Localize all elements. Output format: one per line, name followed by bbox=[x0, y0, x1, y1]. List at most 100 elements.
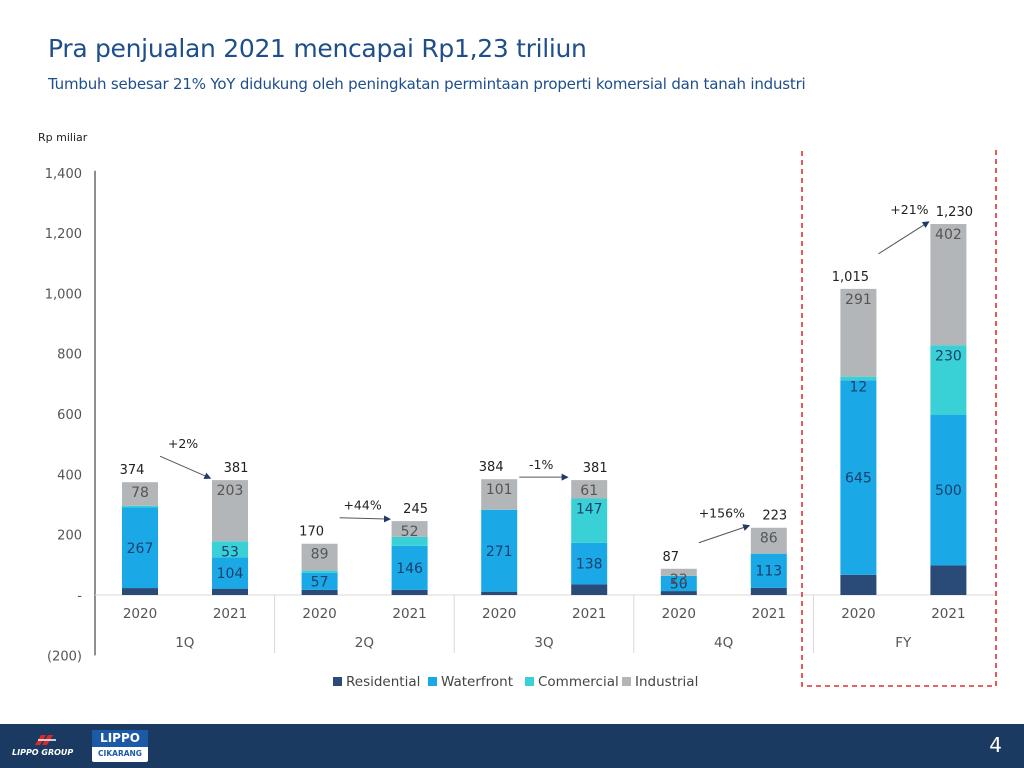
data-label-industrial: 203 bbox=[217, 483, 244, 499]
data-label-commercial: 53 bbox=[221, 544, 239, 560]
growth-arrow bbox=[339, 515, 391, 523]
growth-arrow bbox=[698, 524, 751, 544]
stacked-bar-chart: 1,400 1,200 1,000 800 600 400 200 - (200) 267 78 37… bbox=[45, 150, 997, 690]
data-label-waterfront: 500 bbox=[935, 483, 962, 499]
data-label-industrial: 52 bbox=[401, 524, 419, 540]
data-label-commercial: 12 bbox=[849, 380, 867, 396]
x-tick-label: 2021 bbox=[213, 606, 247, 622]
bar-segment-industrial bbox=[660, 568, 697, 576]
lippo-group-emblem-icon bbox=[35, 735, 56, 745]
lippo-cikarang-logo-bottom: CIKARANG bbox=[98, 749, 142, 758]
data-label-waterfront: 104 bbox=[217, 566, 244, 582]
y-tick-label: 1,000 bbox=[45, 287, 82, 302]
bar-segment-waterfront bbox=[122, 507, 158, 589]
bar-segment-industrial bbox=[930, 224, 967, 346]
bar-segment-industrial bbox=[840, 288, 877, 377]
legend-swatch-industrial bbox=[622, 677, 631, 686]
total-label: 381 bbox=[224, 461, 249, 476]
x-tick-label: 2020 bbox=[841, 606, 875, 622]
bar-segment-industrial bbox=[212, 480, 248, 542]
page-subtitle: Tumbuh sebesar 21% YoY didukung oleh pen… bbox=[48, 75, 806, 93]
total-label: 381 bbox=[583, 461, 608, 476]
bar-segment-residential bbox=[481, 591, 518, 595]
data-label-waterfront: 57 bbox=[311, 574, 329, 590]
bar-segment-waterfront bbox=[571, 542, 608, 585]
group-label: 4Q bbox=[714, 635, 733, 651]
lippo-group-wordmark: LIPPO GROUP bbox=[12, 748, 74, 757]
growth-label: -1% bbox=[529, 457, 553, 472]
bar-segment-industrial bbox=[391, 521, 428, 537]
data-label-waterfront: 271 bbox=[486, 544, 513, 560]
legend-label-residential: Residential bbox=[346, 674, 420, 690]
data-label-industrial: 78 bbox=[131, 485, 149, 501]
y-tick-label: 200 bbox=[57, 529, 82, 544]
y-tick-label: 600 bbox=[57, 408, 82, 423]
bar-segment-residential bbox=[212, 588, 248, 595]
bar-segment-residential bbox=[930, 565, 967, 595]
x-tick-label: 2020 bbox=[123, 606, 157, 622]
y-tick-label: 400 bbox=[57, 468, 82, 483]
bar-segment-residential bbox=[301, 589, 338, 595]
bar-segment-commercial bbox=[301, 570, 338, 573]
page-title: Pra penjualan 2021 mencapai Rp1,23 trili… bbox=[48, 34, 587, 63]
data-label-waterfront: 50 bbox=[670, 577, 688, 593]
data-label-commercial: 230 bbox=[935, 348, 962, 364]
bar-segment-waterfront bbox=[840, 380, 877, 575]
growth-label: +44% bbox=[343, 498, 381, 513]
group-label: 2Q bbox=[355, 635, 374, 651]
bar-segment-residential bbox=[660, 591, 697, 595]
x-tick-label: 2021 bbox=[752, 606, 786, 622]
y-tick-label: 1,200 bbox=[45, 227, 82, 242]
data-label-waterfront: 267 bbox=[127, 541, 154, 557]
data-label-industrial: 89 bbox=[311, 547, 329, 563]
data-label-waterfront: 113 bbox=[755, 564, 782, 580]
x-tick-label: 2021 bbox=[572, 606, 606, 622]
fy-highlight-box bbox=[801, 150, 997, 687]
growth-label: +21% bbox=[890, 202, 928, 217]
growth-label: +2% bbox=[168, 436, 198, 451]
legend-swatch-commercial bbox=[525, 677, 534, 686]
bar-segment-industrial bbox=[122, 482, 158, 506]
data-label-waterfront: 138 bbox=[576, 557, 603, 573]
page-number: 4 bbox=[989, 733, 1002, 757]
bar-segment-commercial bbox=[930, 345, 967, 415]
bar-segment-residential bbox=[840, 574, 877, 595]
bar-segment-residential bbox=[750, 587, 787, 595]
group-label: 3Q bbox=[534, 635, 553, 651]
data-label-commercial: 147 bbox=[576, 501, 603, 517]
bar-segment-commercial bbox=[122, 505, 158, 508]
x-tick-label: 2020 bbox=[662, 606, 696, 622]
data-label-industrial: 23 bbox=[670, 572, 688, 588]
data-label-industrial: 86 bbox=[760, 531, 778, 547]
bar-segment-commercial bbox=[571, 498, 608, 543]
y-axis-unit-label: Rp miliar bbox=[38, 131, 88, 144]
bar-segment-industrial bbox=[481, 479, 518, 510]
total-label: 170 bbox=[299, 525, 324, 540]
lippo-cikarang-logo-top: LIPPO bbox=[92, 730, 148, 747]
legend-swatch-waterfront bbox=[428, 677, 437, 686]
legend-label-waterfront: Waterfront bbox=[441, 674, 513, 690]
bar-segment-residential bbox=[571, 584, 608, 595]
bar-segment-waterfront bbox=[660, 575, 697, 592]
bar-segment-industrial bbox=[750, 527, 787, 554]
bar-segment-waterfront bbox=[301, 572, 338, 590]
bar-segment-commercial bbox=[212, 541, 248, 558]
bar-segment-residential bbox=[122, 588, 158, 595]
bar-segment-waterfront bbox=[481, 509, 518, 592]
y-tick-label: 800 bbox=[57, 348, 82, 363]
legend-label-commercial: Commercial bbox=[538, 674, 619, 690]
bar-segment-commercial bbox=[391, 536, 428, 546]
bar-segment-waterfront bbox=[391, 545, 428, 590]
lippo-group-logo: LIPPO GROUP bbox=[12, 733, 86, 761]
bar-segment-industrial bbox=[571, 480, 608, 499]
total-label: 374 bbox=[120, 463, 145, 478]
total-label: 87 bbox=[663, 550, 680, 565]
data-label-industrial: 291 bbox=[845, 292, 872, 308]
bar-segment-waterfront bbox=[930, 414, 967, 566]
group-label: FY bbox=[895, 635, 912, 651]
lippo-cikarang-logo: LIPPO CIKARANG bbox=[92, 730, 148, 762]
bar-segment-commercial bbox=[840, 376, 877, 381]
growth-arrow bbox=[878, 221, 930, 255]
y-tick-label: 1,400 bbox=[45, 167, 82, 182]
growth-arrow bbox=[159, 455, 212, 480]
